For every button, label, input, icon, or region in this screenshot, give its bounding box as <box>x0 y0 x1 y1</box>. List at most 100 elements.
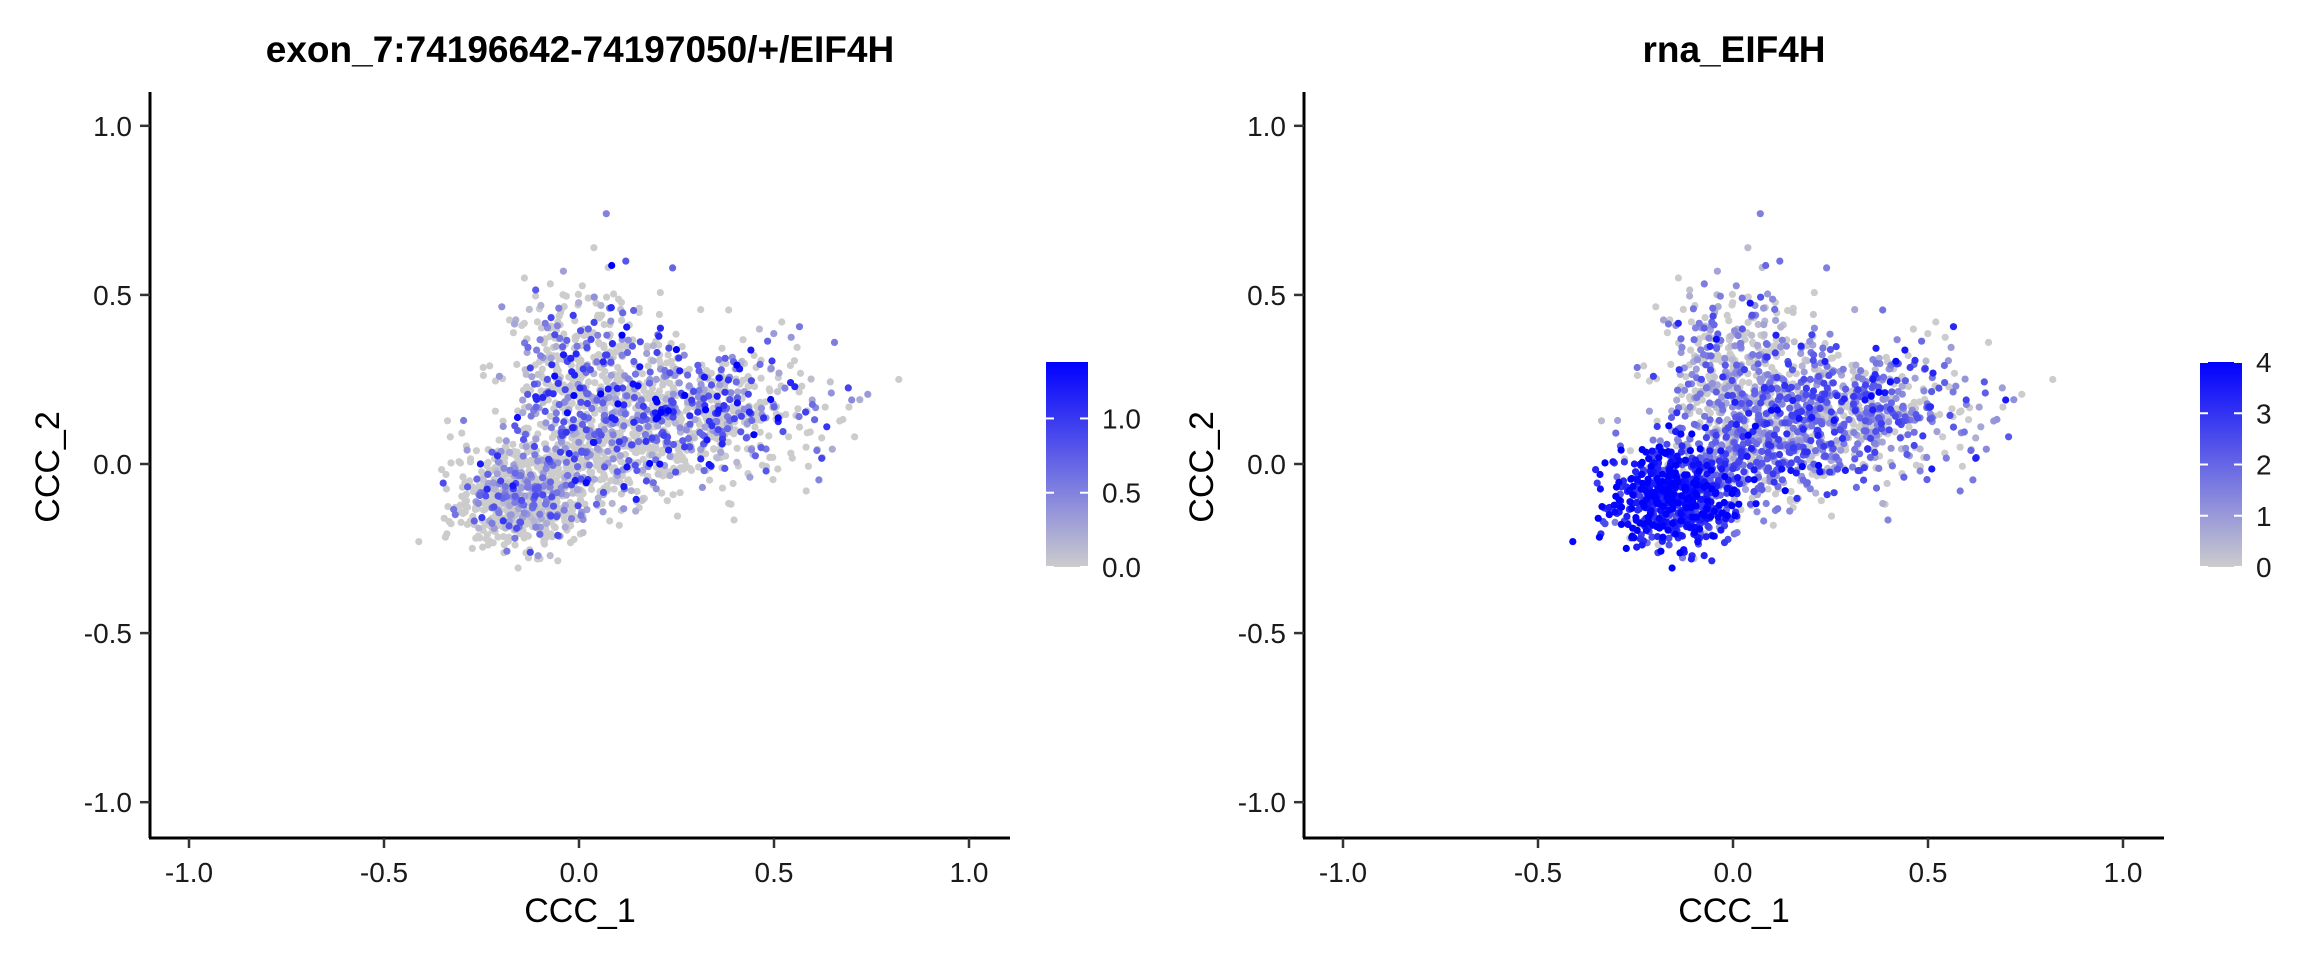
data-point <box>608 414 616 422</box>
data-point <box>666 379 674 387</box>
data-point <box>1632 514 1640 522</box>
data-point <box>1702 384 1710 392</box>
y-ticks: 1.0 0.5 0.0 -0.5 -1.0 <box>1238 111 1304 818</box>
data-point <box>1947 343 1955 351</box>
data-point <box>555 312 563 320</box>
data-point <box>1655 515 1663 523</box>
data-point <box>571 371 579 379</box>
data-point <box>1811 447 1820 455</box>
data-point <box>1894 418 1902 426</box>
data-point <box>623 349 632 357</box>
data-point <box>1923 476 1931 484</box>
data-point <box>1674 319 1682 327</box>
data-point <box>684 371 692 379</box>
data-point <box>1932 318 1940 326</box>
data-point <box>697 455 705 463</box>
data-point <box>1614 416 1622 425</box>
data-point <box>1798 463 1806 471</box>
data-point <box>1776 393 1784 401</box>
data-point <box>588 404 596 412</box>
data-point <box>1743 452 1751 460</box>
data-point <box>578 282 586 290</box>
data-point <box>631 461 639 469</box>
data-point <box>1872 484 1881 492</box>
data-point <box>1869 375 1877 383</box>
colorbar-tick-label: 0 <box>2256 552 2272 583</box>
data-point <box>1678 442 1686 450</box>
colorbar-tick-label: 0.5 <box>1102 478 1141 509</box>
data-point <box>1645 455 1653 463</box>
data-point <box>474 532 482 540</box>
data-point <box>1772 316 1780 324</box>
data-point <box>1827 440 1835 448</box>
data-point <box>1677 335 1685 343</box>
data-point <box>1935 384 1943 392</box>
data-point <box>547 512 555 520</box>
data-point <box>567 515 576 523</box>
data-point <box>543 519 551 528</box>
data-point <box>802 487 810 495</box>
data-point <box>1802 391 1810 399</box>
data-point <box>1633 526 1641 535</box>
data-point <box>1746 299 1754 307</box>
data-point <box>490 485 498 493</box>
data-point <box>1644 513 1652 521</box>
data-point <box>1693 393 1701 402</box>
data-point <box>1706 366 1715 374</box>
data-point <box>1810 324 1818 332</box>
data-point <box>2049 375 2057 384</box>
data-point <box>828 445 836 453</box>
data-point <box>1773 373 1781 381</box>
data-point <box>1728 376 1736 385</box>
data-point <box>591 379 599 387</box>
data-point <box>619 309 627 317</box>
data-point <box>1799 425 1807 433</box>
data-point <box>603 331 611 339</box>
data-point <box>513 413 522 422</box>
data-point <box>658 446 667 454</box>
data-point <box>1851 455 1859 463</box>
data-point <box>1923 453 1931 461</box>
data-point <box>727 389 735 397</box>
data-point <box>594 331 602 339</box>
data-point <box>1733 384 1741 392</box>
data-point <box>680 351 688 359</box>
data-point <box>1793 494 1801 502</box>
data-point <box>1716 292 1724 300</box>
data-point <box>618 331 626 339</box>
data-point <box>681 457 689 465</box>
data-point <box>694 408 702 416</box>
data-point <box>1830 416 1838 424</box>
data-point <box>642 477 651 485</box>
data-point <box>520 509 528 517</box>
data-point <box>639 466 647 474</box>
data-point <box>1900 473 1908 481</box>
data-point <box>1719 373 1727 381</box>
data-point <box>818 454 826 462</box>
data-point <box>676 489 684 497</box>
data-point <box>530 501 538 509</box>
data-point <box>1668 505 1677 513</box>
data-point <box>608 499 616 508</box>
data-point <box>708 422 716 430</box>
data-point <box>1721 473 1729 481</box>
data-point <box>1686 447 1694 455</box>
data-point <box>1753 458 1761 466</box>
data-point <box>1760 321 1768 329</box>
data-point <box>1633 363 1641 372</box>
data-point <box>547 412 555 420</box>
data-point <box>678 343 686 351</box>
data-point <box>1622 544 1630 553</box>
data-point <box>1712 335 1720 343</box>
colorbar-tick-label: 1 <box>2256 501 2272 532</box>
data-point <box>1710 373 1718 381</box>
data-point <box>1867 392 1875 400</box>
data-point <box>1640 362 1648 370</box>
data-point <box>1697 375 1705 383</box>
data-point <box>1884 516 1892 524</box>
data-point <box>1598 503 1606 511</box>
data-point <box>1689 461 1697 469</box>
data-point <box>830 338 839 346</box>
data-point <box>616 431 624 439</box>
data-point <box>570 455 578 463</box>
